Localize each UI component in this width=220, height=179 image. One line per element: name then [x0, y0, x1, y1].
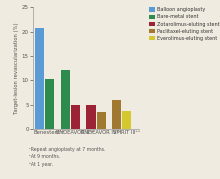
Text: ¹Repeat angioplasty at 7 months.
²At 9 months.
³At 1 year.: ¹Repeat angioplasty at 7 months. ²At 9 m…	[29, 147, 105, 167]
Bar	[112, 100, 121, 129]
Y-axis label: Target-lesion revascularization (%): Target-lesion revascularization (%)	[14, 22, 19, 114]
Bar	[45, 79, 54, 129]
Bar	[97, 112, 106, 129]
Bar	[86, 105, 95, 129]
Bar	[35, 28, 44, 129]
Bar	[122, 111, 131, 129]
Legend: Balloon angioplasty, Bare-metal stent, Zotarolimus-eluting stent, Paclitaxel-elu: Balloon angioplasty, Bare-metal stent, Z…	[149, 7, 220, 41]
Bar	[71, 105, 80, 129]
Bar	[61, 71, 70, 129]
